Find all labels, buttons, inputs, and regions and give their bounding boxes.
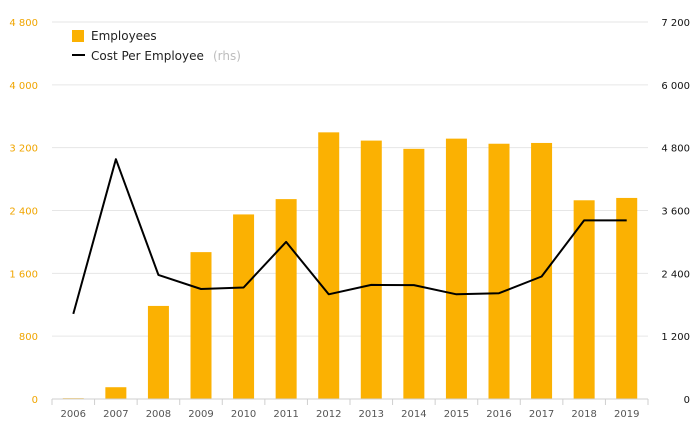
bar: [318, 132, 340, 399]
legend: Employees Cost Per Employee (rhs): [72, 29, 241, 64]
legend-label-cost-per-employee: Cost Per Employee (rhs): [91, 45, 241, 64]
series-line: [72, 158, 627, 315]
right-tick-label: 0: [684, 395, 690, 406]
left-tick-label: 4 000: [9, 81, 38, 92]
line-series-cost-per-employee: [72, 158, 627, 315]
left-tick-label: 4 800: [9, 18, 38, 29]
x-tick-label: 2019: [614, 409, 639, 420]
right-tick-label: 3 600: [661, 207, 690, 218]
legend-label-employees: Employees: [91, 29, 157, 43]
left-tick-label: 800: [19, 332, 38, 343]
x-tick-label: 2018: [571, 409, 596, 420]
left-y-axis: 0 800 1 600 2 400 3 200 4 000 4 800: [9, 18, 38, 406]
bar: [403, 148, 425, 399]
bar: [233, 214, 255, 399]
right-tick-label: 7 200: [661, 18, 690, 29]
x-tick-label: 2007: [103, 409, 128, 420]
bar: [531, 142, 553, 399]
bar: [147, 305, 169, 399]
right-tick-label: 1 200: [661, 332, 690, 343]
right-tick-label: 2 400: [661, 269, 690, 280]
legend-label-rhs-note: (rhs): [213, 49, 241, 63]
right-y-axis: 0 1 200 2 400 3 600 4 800 6 000 7 200: [661, 18, 690, 406]
x-axis: 2006 2007 2008 2009 2010 2011 2012 2013 2014 2015…: [51, 398, 649, 420]
x-tick-label: 2011: [273, 409, 298, 420]
x-tick-label: 2016: [486, 409, 511, 420]
bar: [275, 199, 297, 399]
bar: [190, 252, 212, 399]
right-tick-label: 6 000: [661, 81, 690, 92]
bar: [445, 138, 467, 399]
legend-label-cost-per-employee-name: Cost Per Employee: [91, 49, 204, 63]
left-tick-label: 2 400: [9, 207, 38, 218]
left-tick-label: 3 200: [9, 144, 38, 155]
bar: [360, 140, 382, 400]
x-tick-label: 2010: [231, 409, 256, 420]
x-tick-label: 2009: [188, 409, 213, 420]
left-tick-label: 1 600: [9, 269, 38, 280]
x-tick-label: 2015: [444, 409, 469, 420]
x-tick-label: 2006: [61, 409, 86, 420]
bar: [105, 387, 127, 399]
x-tick-label: 2013: [359, 409, 384, 420]
x-tick-label: 2017: [529, 409, 554, 420]
bar: [488, 143, 510, 399]
bar: [573, 200, 595, 399]
left-tick-label: 0: [32, 395, 38, 406]
bar: [616, 197, 638, 399]
legend-swatch-employees: [72, 30, 84, 42]
x-tick-label: 2012: [316, 409, 341, 420]
x-tick-label: 2008: [146, 409, 171, 420]
right-tick-label: 4 800: [661, 144, 690, 155]
x-tick-label: 2014: [401, 409, 426, 420]
